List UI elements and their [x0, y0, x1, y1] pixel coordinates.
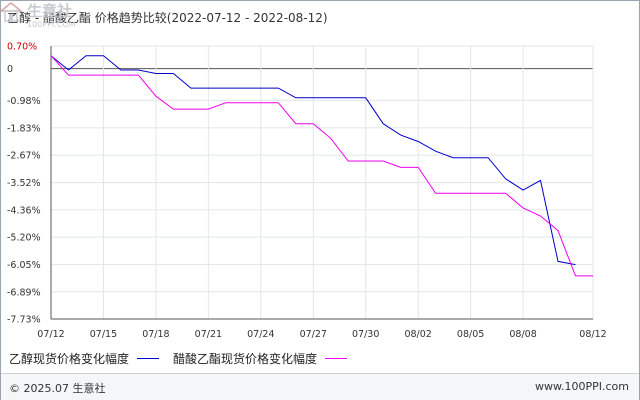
legend-item-ethyl-acetate: 醋酸乙酯现货价格变化幅度 — [173, 350, 348, 367]
x-tick-label: 08/02 — [404, 329, 431, 340]
footer: © 2025.07 生意社 www.100PPI.com — [1, 373, 639, 400]
watermark-name: 生意社 — [27, 2, 72, 20]
y-tick-label: -7.73% — [7, 315, 41, 326]
x-tick-label: 07/21 — [195, 329, 222, 340]
y-tick-label: -6.89% — [7, 287, 41, 298]
copyright: © 2025.07 生意社 — [9, 382, 106, 395]
legend: 乙醇现货价格变化幅度 醋酸乙酯现货价格变化幅度 — [9, 350, 361, 367]
x-tick-label: 07/15 — [90, 329, 117, 340]
watermark-house-icon — [1, 2, 24, 22]
legend-item-ethanol: 乙醇现货价格变化幅度 — [9, 350, 160, 367]
y-tick-label: -6.05% — [7, 260, 41, 271]
x-tick-label: 07/27 — [300, 329, 327, 340]
y-tick-label: 0 — [7, 64, 13, 75]
y-tick-label: -1.83% — [7, 123, 41, 134]
legend-swatch-ethyl-acetate — [325, 358, 348, 359]
series-line-ethanol — [50, 55, 576, 266]
x-tick-label: 07/12 — [37, 329, 64, 340]
y-tick-label: -5.20% — [7, 233, 41, 244]
series-group — [50, 55, 593, 277]
y-tick-labels: 0.70% 0 -0.98% -1.83% -2.67% -3.52% -4.36% -5.2… — [7, 42, 41, 326]
watermark-url: 100PPI.COM — [27, 20, 76, 29]
y-tick-label: 0.70% — [7, 42, 37, 53]
x-tick-label: 07/24 — [247, 329, 274, 340]
y-tick-label: -3.52% — [7, 178, 41, 189]
x-tick-label: 08/05 — [457, 329, 484, 340]
x-tick-label: 08/08 — [509, 329, 536, 340]
y-tick-label: -0.98% — [7, 96, 41, 107]
x-tick-label: 08/12 — [579, 329, 606, 340]
x-tick-label: 07/30 — [352, 329, 379, 340]
chart-svg: 0.70% 0 -0.98% -1.83% -2.67% -3.52% -4.36% -5.2… — [1, 2, 607, 340]
x-tick-label: 07/18 — [142, 329, 169, 340]
series-line-ethyl-acetate — [50, 55, 593, 277]
watermark: 生意社 100PPI.COM — [1, 2, 76, 29]
x-tick-labels: 07/12 07/15 07/18 07/21 07/24 07/27 07/30 08/02… — [37, 329, 606, 340]
legend-swatch-ethanol — [137, 358, 160, 359]
legend-label-ethyl-acetate: 醋酸乙酯现货价格变化幅度 — [173, 352, 318, 366]
legend-label-ethanol: 乙醇现货价格变化幅度 — [9, 352, 130, 366]
y-tick-label: -2.67% — [7, 151, 41, 162]
y-tick-label: -4.36% — [7, 205, 41, 216]
website-link[interactable]: www.100PPI.com — [535, 380, 629, 393]
chart-title: 乙醇 - 醋酸乙酯 价格趋势比较(2022-07-12 - 2022-08-12… — [7, 11, 328, 25]
